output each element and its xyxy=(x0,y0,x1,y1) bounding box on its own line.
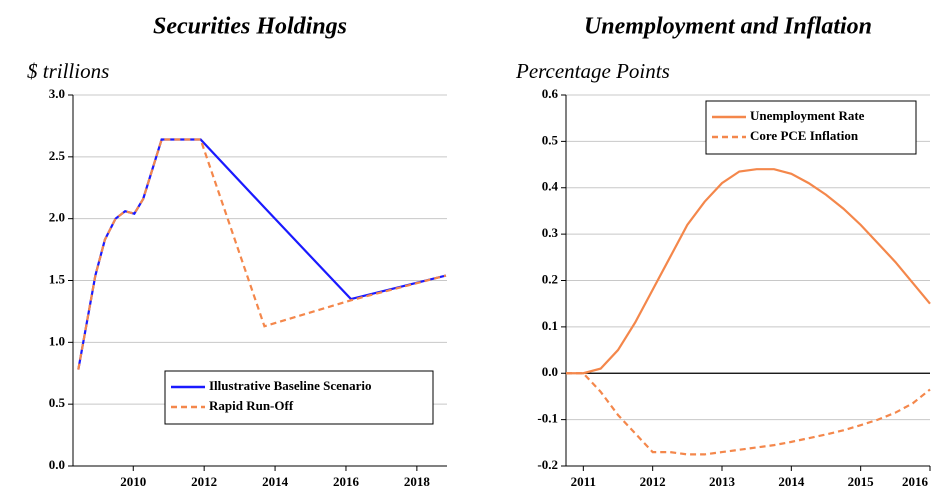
legend-label: Core PCE Inflation xyxy=(750,128,859,143)
y-tick-label: 0.0 xyxy=(542,364,558,379)
x-tick-label: 2012 xyxy=(191,474,217,489)
x-tick-label: 2014 xyxy=(778,474,805,489)
series-line xyxy=(566,372,931,456)
y-tick-label: 2.0 xyxy=(49,210,65,225)
y-tick-label: 1.0 xyxy=(49,333,65,348)
y-tick-label: 0.6 xyxy=(542,86,559,101)
legend-label: Rapid Run-Off xyxy=(209,398,294,413)
y-tick-label: 0.2 xyxy=(542,271,558,286)
y-tick-label: -0.1 xyxy=(537,411,558,426)
legend-label: Illustrative Baseline Scenario xyxy=(209,378,372,393)
legend-box xyxy=(705,100,917,155)
x-tick-label: 2013 xyxy=(709,474,736,489)
y-tick-label: -0.2 xyxy=(537,457,558,472)
y-tick-label: 0.5 xyxy=(542,132,559,147)
x-tick-label: 2012 xyxy=(640,474,666,489)
y-tick-label: 2.5 xyxy=(49,148,66,163)
x-tick-label: 2014 xyxy=(262,474,289,489)
y-tick-label: 0.1 xyxy=(542,318,558,333)
legend-label: Unemployment Rate xyxy=(750,108,865,123)
series-line xyxy=(77,138,447,370)
series-line xyxy=(566,168,931,375)
y-tick-label: 1.5 xyxy=(49,271,66,286)
y-tick-label: 0.5 xyxy=(49,395,66,410)
y-tick-label: 0.3 xyxy=(542,225,559,240)
x-tick-label: 2016 xyxy=(333,474,360,489)
chart-title: Securities Holdings xyxy=(153,14,347,40)
y-tick-label: 0.0 xyxy=(49,457,65,472)
x-tick-label: 2010 xyxy=(120,474,146,489)
y-tick-label: 0.4 xyxy=(542,179,559,194)
x-tick-label: 2011 xyxy=(571,474,596,489)
series-line xyxy=(77,138,447,370)
subtitle: Percentage Points xyxy=(515,59,670,83)
subtitle: $ trillions xyxy=(27,59,109,83)
y-tick-label: 3.0 xyxy=(49,86,65,101)
legend-box xyxy=(164,370,434,425)
x-tick-label: 2016 xyxy=(902,474,929,489)
x-tick-label: 2015 xyxy=(848,474,875,489)
x-tick-label: 2018 xyxy=(404,474,431,489)
chart-title: Unemployment and Inflation xyxy=(584,14,872,40)
